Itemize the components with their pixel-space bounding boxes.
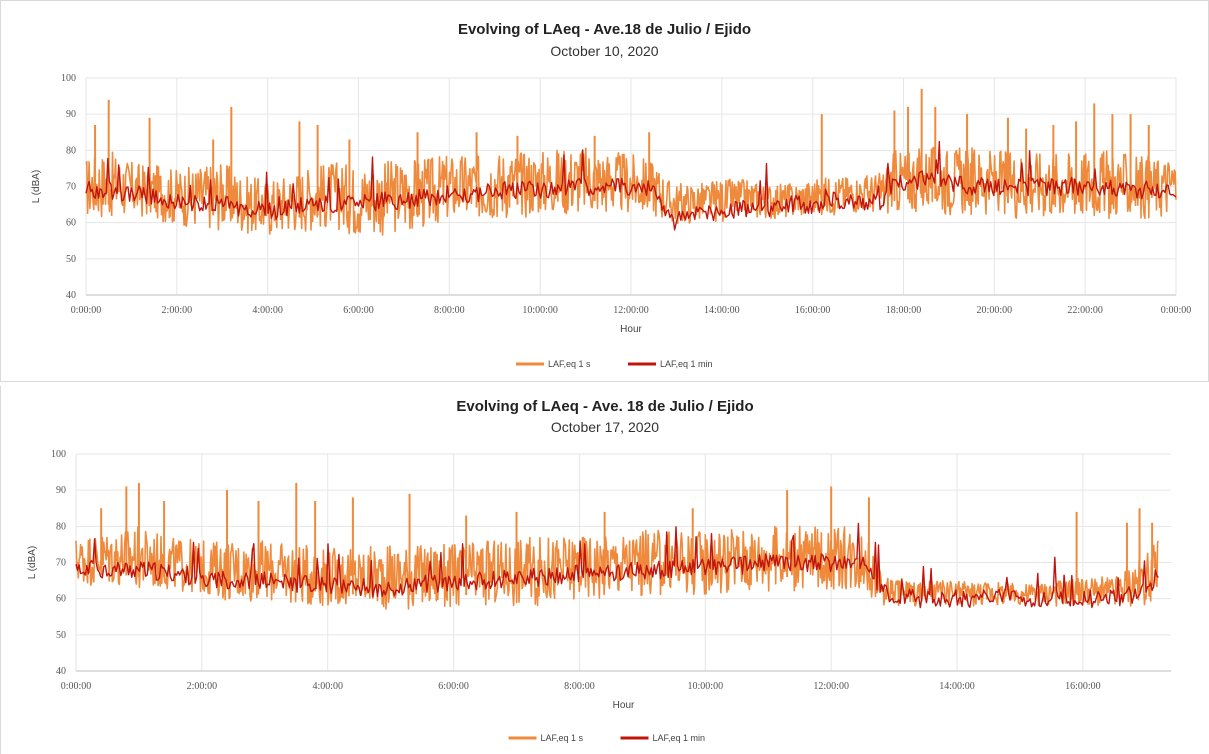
y-tick-label: 50 <box>56 630 66 641</box>
chart-panel-oct-10: Evolving of LAeq - Ave.18 de Julio / Eji… <box>0 0 1209 382</box>
x-tick-label: 0:00:00 <box>61 681 92 692</box>
x-tick-label: 8:00:00 <box>434 305 465 316</box>
y-tick-label: 80 <box>66 145 76 156</box>
y-tick-label: 40 <box>56 666 66 677</box>
y-tick-label: 100 <box>61 73 76 84</box>
x-tick-label: 18:00:00 <box>886 305 922 316</box>
x-tick-label: 22:00:00 <box>1067 305 1103 316</box>
x-axis-title: Hour <box>620 324 642 335</box>
y-tick-label: 90 <box>66 109 76 120</box>
x-axis-title: Hour <box>613 700 635 711</box>
chart-plot-oct-17: 40 50 60 70 80 90 100 0:00:00 2:00:00 4:00:00 6:00… <box>1 386 1209 754</box>
x-tick-label: 0:00:00 <box>1161 305 1192 316</box>
x-tick-label: 2:00:00 <box>162 305 193 316</box>
x-tick-label: 12:00:00 <box>613 305 649 316</box>
y-tick-label: 50 <box>66 254 76 265</box>
x-tick-label: 0:00:00 <box>71 305 102 316</box>
y-tick-label: 70 <box>66 182 76 193</box>
legend-label-laf-1min: LAF,eq 1 min <box>653 733 706 743</box>
x-tick-label: 10:00:00 <box>522 305 558 316</box>
y-tick-label: 60 <box>56 594 66 605</box>
x-tick-label: 10:00:00 <box>688 681 724 692</box>
chart-plot-oct-10: 40 50 60 70 80 90 100 0:00:00 2:00:00 4:00:00 6:00… <box>1 1 1209 383</box>
legend-label-laf-1s: LAF,eq 1 s <box>541 733 584 743</box>
y-tick-label: 100 <box>51 449 66 460</box>
y-tick-label: 90 <box>56 485 66 496</box>
y-axis-title: L (dBA) <box>31 170 42 204</box>
x-tick-label: 4:00:00 <box>312 681 343 692</box>
y-tick-label: 70 <box>56 558 66 569</box>
y-axis-title: L (dBA) <box>27 546 38 580</box>
x-tick-label: 16:00:00 <box>1065 681 1101 692</box>
x-tick-label: 2:00:00 <box>187 681 218 692</box>
x-tick-label: 14:00:00 <box>704 305 740 316</box>
y-tick-label: 40 <box>66 290 76 301</box>
x-tick-label: 16:00:00 <box>795 305 831 316</box>
x-tick-label: 20:00:00 <box>977 305 1013 316</box>
x-tick-label: 6:00:00 <box>343 305 374 316</box>
legend-label-laf-1s: LAF,eq 1 s <box>548 359 591 369</box>
y-tick-label: 60 <box>66 218 76 229</box>
x-tick-label: 14:00:00 <box>939 681 975 692</box>
x-tick-label: 6:00:00 <box>438 681 469 692</box>
x-tick-label: 12:00:00 <box>813 681 849 692</box>
x-tick-label: 8:00:00 <box>564 681 595 692</box>
chart-panel-oct-17: Evolving of LAeq - Ave. 18 de Julio / Ej… <box>0 386 1209 754</box>
y-tick-label: 80 <box>56 521 66 532</box>
legend-label-laf-1min: LAF,eq 1 min <box>660 359 713 369</box>
x-tick-label: 4:00:00 <box>252 305 283 316</box>
